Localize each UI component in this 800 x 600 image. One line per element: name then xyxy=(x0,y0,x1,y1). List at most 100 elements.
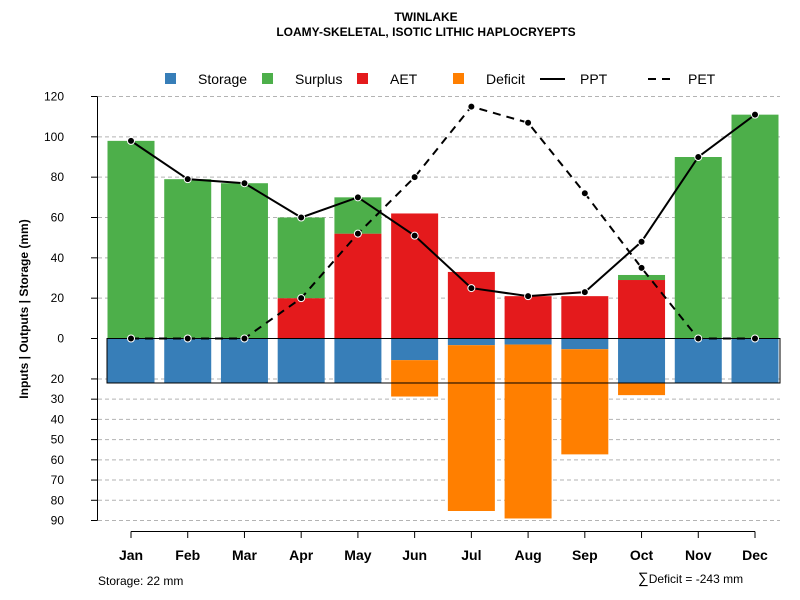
y-tick-label: 50 xyxy=(51,433,65,447)
ppt-legend-label: PPT xyxy=(580,71,608,87)
month-label: Feb xyxy=(175,547,200,563)
ppt-point xyxy=(353,193,362,202)
surplus-bar xyxy=(674,157,722,339)
storage-legend-swatch xyxy=(165,73,176,84)
pet-point xyxy=(637,263,646,272)
storage-legend-label: Storage xyxy=(198,71,247,87)
y-tick-label: 20 xyxy=(51,372,65,386)
storage-bar xyxy=(277,338,325,383)
surplus-bar xyxy=(220,183,268,339)
surplus-bar xyxy=(618,274,666,281)
y-tick-label: 0 xyxy=(57,332,64,346)
y-tick-label: 40 xyxy=(51,412,65,426)
pet-point xyxy=(751,334,759,343)
ppt-point xyxy=(637,237,646,246)
surplus-legend-swatch xyxy=(262,73,273,84)
pet-point xyxy=(353,229,362,238)
deficit-bar xyxy=(504,344,552,519)
storage-bar xyxy=(334,338,382,383)
aet-bar xyxy=(277,298,325,339)
y-tick-label: 120 xyxy=(44,90,64,104)
pet-point xyxy=(410,173,419,182)
y-tick-label: 70 xyxy=(51,473,65,487)
aet-bar xyxy=(618,280,666,339)
pet-point xyxy=(580,189,589,198)
y-axis-label: Inputs | Outputs | Storage (mm) xyxy=(17,219,31,398)
pet-point xyxy=(127,334,135,343)
ppt-point xyxy=(524,292,533,301)
ppt-point xyxy=(410,231,419,240)
surplus-bar xyxy=(164,179,212,339)
ppt-point xyxy=(240,179,249,188)
pet-point xyxy=(240,334,249,343)
deficit-legend-label: Deficit xyxy=(486,71,525,87)
deficit-note: ∑Deficit = -243 mm xyxy=(638,570,743,587)
surplus-bar xyxy=(731,114,779,339)
month-label: Oct xyxy=(630,547,654,563)
deficit-bar xyxy=(618,382,666,396)
deficit-legend-swatch xyxy=(453,73,464,84)
aet-bar xyxy=(561,296,609,339)
storage-bar xyxy=(391,338,439,361)
storage-bar xyxy=(731,338,779,383)
y-tick-label: 60 xyxy=(51,453,65,467)
surplus-bar xyxy=(107,140,155,339)
y-tick-label: 20 xyxy=(51,291,65,305)
month-label: Jun xyxy=(402,547,427,563)
aet-bar xyxy=(447,271,495,339)
storage-capacity-box xyxy=(106,338,781,384)
y-tick-label: 30 xyxy=(51,392,65,406)
ppt-point xyxy=(127,136,135,145)
month-label: Jan xyxy=(119,547,143,563)
pet-point xyxy=(524,118,533,127)
storage-bar xyxy=(107,338,155,383)
storage-bar xyxy=(447,338,495,346)
deficit-text: Deficit = -243 mm xyxy=(648,572,744,586)
bars xyxy=(107,114,779,519)
chart-subtitle: LOAMY-SKELETAL, ISOTIC LITHIC HAPLOCRYEP… xyxy=(276,25,575,39)
storage-bar xyxy=(504,338,552,345)
surplus-bar xyxy=(277,217,325,299)
aet-bar xyxy=(334,233,382,339)
storage-bar xyxy=(674,338,722,383)
y-tick-label: 80 xyxy=(51,170,65,184)
sigma-symbol: ∑ xyxy=(638,570,649,587)
y-tick-label: 60 xyxy=(51,211,65,225)
deficit-bar xyxy=(447,345,495,511)
ppt-point xyxy=(751,110,759,119)
storage-bar xyxy=(561,338,609,350)
month-label: Jul xyxy=(461,547,481,563)
month-label: Apr xyxy=(289,547,314,563)
month-label: May xyxy=(344,547,371,563)
ppt-point xyxy=(694,153,703,161)
month-label: Mar xyxy=(232,547,257,563)
month-label: Nov xyxy=(685,547,712,563)
storage-note: Storage: 22 mm xyxy=(98,574,184,588)
chart-title: TWINLAKE xyxy=(394,10,457,24)
legend: Storage Surplus AET Deficit PPT PET xyxy=(165,71,716,87)
axes: 0 20 40 60 80 100 120 20 30 40 50 60 70 80 90 Jan Feb Mar… xyxy=(44,90,781,563)
pet-point xyxy=(297,294,306,303)
aet-legend-label: AET xyxy=(390,71,418,87)
ppt-point xyxy=(467,284,476,293)
pet-point xyxy=(694,334,703,343)
month-label: Dec xyxy=(742,547,768,563)
y-tick-label: 40 xyxy=(51,251,65,265)
y-tick-label: 100 xyxy=(44,130,64,144)
pet-legend-label: PET xyxy=(688,71,716,87)
deficit-bar xyxy=(391,360,439,397)
storage-bar xyxy=(618,338,666,383)
ppt-point xyxy=(580,288,589,297)
storage-bar xyxy=(164,338,212,383)
y-tick-label: 90 xyxy=(51,514,65,528)
pet-line xyxy=(131,105,755,340)
pet-point xyxy=(183,334,192,343)
pet-point xyxy=(467,102,476,111)
month-label: Sep xyxy=(572,547,598,563)
deficit-bar xyxy=(561,349,609,455)
aet-bar xyxy=(504,296,552,339)
month-label: Aug xyxy=(514,547,541,563)
storage-bar xyxy=(220,338,268,383)
ppt-line xyxy=(130,113,756,298)
